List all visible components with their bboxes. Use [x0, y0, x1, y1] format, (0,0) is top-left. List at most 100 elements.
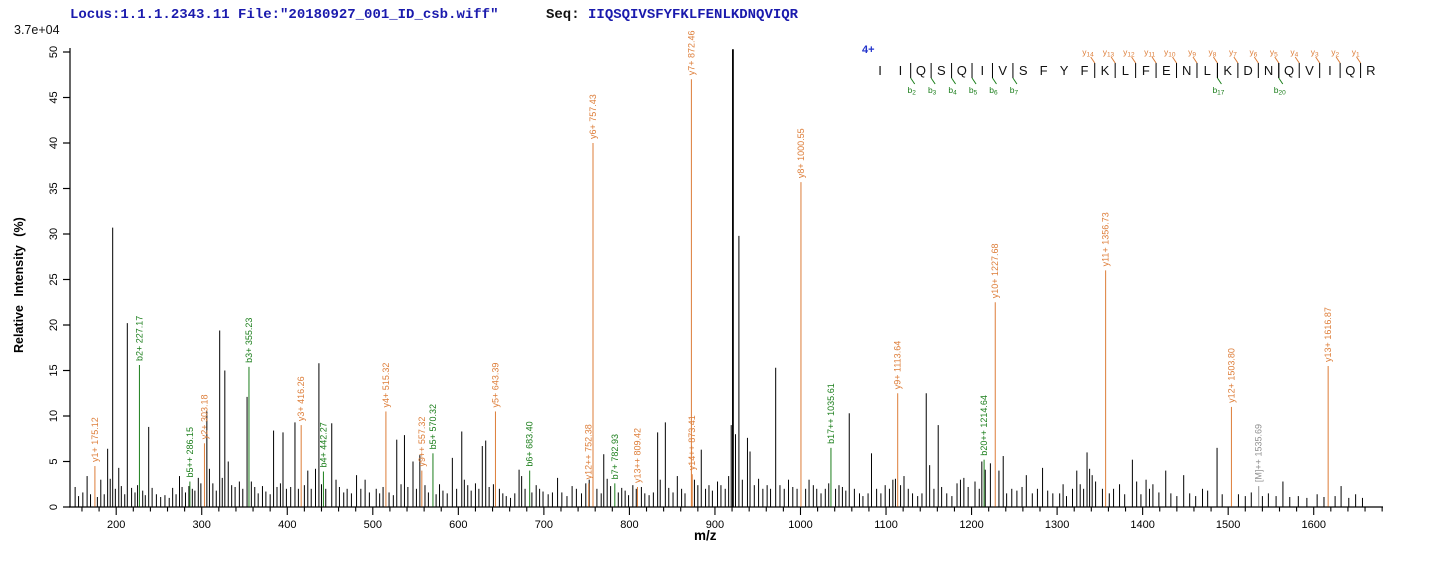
b-ion-mark-label: b6 — [989, 85, 998, 97]
sequence-residue: D — [1243, 63, 1252, 78]
sequence-residue: S — [1019, 63, 1028, 78]
sequence-residue: V — [998, 63, 1007, 78]
peak-label: b6+ 683.40 — [525, 421, 535, 466]
x-axis-tick-label: 700 — [535, 519, 553, 531]
b-ion-mark — [910, 77, 916, 85]
y-ion-mark-label: y8 — [1209, 47, 1217, 59]
b-ion-mark — [1012, 77, 1018, 85]
y-axis-tick-label: 35 — [48, 182, 60, 194]
peak-label: b3+ 355.23 — [244, 318, 254, 363]
peak-label: y12+ 1503.80 — [1226, 348, 1236, 403]
y-ion-mark-label: y9 — [1188, 47, 1196, 59]
sequence-residue: Y — [1060, 63, 1069, 78]
y-ion-mark-label: y6 — [1249, 47, 1257, 59]
x-axis-tick-label: 1200 — [959, 519, 983, 531]
b-ion-mark — [930, 77, 936, 85]
sequence-residue: K — [1101, 63, 1110, 78]
b-ion-mark — [992, 77, 997, 85]
x-axis-tick-label: 1300 — [1045, 519, 1069, 531]
peak-label: y3+ 416.26 — [296, 376, 306, 421]
y-ion-mark — [1172, 56, 1177, 64]
x-axis-tick-label: 500 — [364, 519, 382, 531]
x-axis-tick-label: 1100 — [874, 519, 898, 531]
y-ion-mark — [1110, 56, 1116, 64]
peak-label: y13++ 809.42 — [632, 428, 642, 483]
b-ion-mark-label: b4 — [948, 85, 957, 97]
x-axis-tick-label: 900 — [706, 519, 724, 531]
b-ion-mark-label: b3 — [928, 85, 937, 97]
peak-label: y9+ 1113.64 — [893, 341, 903, 389]
y-ion-mark-label: y12 — [1123, 47, 1135, 59]
y-ion-mark-label: y11 — [1144, 47, 1155, 59]
sequence-residue: I — [878, 63, 882, 78]
peak-label: b17++ 1035.61 — [826, 383, 836, 444]
header-locus-file: Locus:1.1.1.2343.11 File:"20180927_001_I… — [70, 7, 499, 23]
peak-label: y8+ 1000.55 — [796, 128, 806, 178]
y-ion-mark — [1192, 56, 1198, 64]
y-ion-mark — [1233, 56, 1239, 64]
sequence-value: IIQSQIVSFYFKLFENLKDNQVIQR — [588, 7, 799, 23]
y-ion-mark-label: y13 — [1103, 47, 1115, 59]
y-axis-tick-label: 40 — [48, 137, 60, 149]
sequence-label: Seq: — [546, 7, 589, 23]
sequence-residue: R — [1366, 63, 1375, 78]
peak-label: y11+ 1356.73 — [1101, 212, 1111, 266]
x-axis-tick-label: 300 — [193, 519, 211, 531]
y-ion-mark-label: y4 — [1290, 47, 1298, 59]
y-axis-tick-label: 15 — [48, 364, 60, 376]
y-ion-mark — [1213, 56, 1218, 64]
b-ion-mark — [971, 77, 977, 85]
x-axis-tick-label: 800 — [620, 519, 638, 531]
sequence-residue: N — [1264, 63, 1273, 78]
y-axis-tick-label: 25 — [48, 273, 60, 285]
b-ion-mark-label: b2 — [907, 85, 916, 97]
sequence-residue: I — [899, 63, 903, 78]
y-ion-mark — [1274, 56, 1280, 64]
peak-label: b7+ 782.93 — [610, 434, 620, 479]
peak-label: y14++ 873.41 — [687, 415, 697, 470]
peak-label: y12++ 752.38 — [584, 424, 594, 479]
sequence-residue: N — [1182, 63, 1191, 78]
sequence-residue: I — [980, 63, 984, 78]
y-ion-mark — [1356, 56, 1361, 64]
y-axis-tick-label: 50 — [48, 46, 60, 58]
y-axis-tick-label: 45 — [48, 91, 60, 103]
x-axis-tick-label: 1600 — [1301, 519, 1325, 531]
peak-label: b2+ 227.17 — [134, 316, 144, 361]
y-ion-mark — [1253, 56, 1259, 64]
x-axis-tick-label: 600 — [449, 519, 467, 531]
sequence-residue: K — [1223, 63, 1232, 78]
peak-label: y2+ 303.18 — [199, 395, 209, 440]
sequence-residue: V — [1305, 63, 1314, 78]
peak-label: y6+ 757.43 — [588, 94, 598, 139]
sequence-residue: L — [1122, 63, 1129, 78]
header-sequence-line: Seq: IIQSQIVSFYFKLFENLKDNQVIQR — [546, 7, 798, 23]
y-ion-mark-label: y2 — [1331, 47, 1339, 59]
b-ion-mark-label: b20 — [1274, 85, 1286, 97]
y-ion-mark — [1090, 56, 1096, 64]
peak-label: y1+ 175.12 — [90, 417, 100, 462]
y-axis-tick-label: 5 — [48, 458, 60, 464]
y-ion-mark — [1315, 56, 1321, 64]
y-ion-mark — [1294, 56, 1300, 64]
y-ion-mark-label: y5 — [1270, 47, 1278, 59]
peak-label: b4+ 442.27 — [318, 422, 328, 467]
intensity-scale-note: 3.7e+04 — [14, 23, 60, 37]
peak-label: b5+ 570.32 — [428, 404, 438, 449]
y-ion-mark — [1335, 56, 1341, 64]
y-ion-mark — [1151, 56, 1157, 64]
x-axis-tick-label: 1400 — [1130, 519, 1154, 531]
charge-state-label: 4+ — [862, 44, 875, 56]
peak-label: y13+ 1616.87 — [1323, 307, 1333, 362]
sequence-residue: F — [1081, 63, 1089, 78]
sequence-residue: I — [1328, 63, 1332, 78]
b-ion-mark — [951, 77, 956, 85]
b-ion-mark-label: b5 — [969, 85, 978, 97]
b-ion-mark-label: b17 — [1212, 85, 1224, 97]
x-axis-tick-label: 200 — [107, 519, 125, 531]
peak-label: y4+ 515.32 — [381, 363, 391, 408]
sequence-residue: L — [1204, 63, 1211, 78]
sequence-residue: F — [1040, 63, 1048, 78]
